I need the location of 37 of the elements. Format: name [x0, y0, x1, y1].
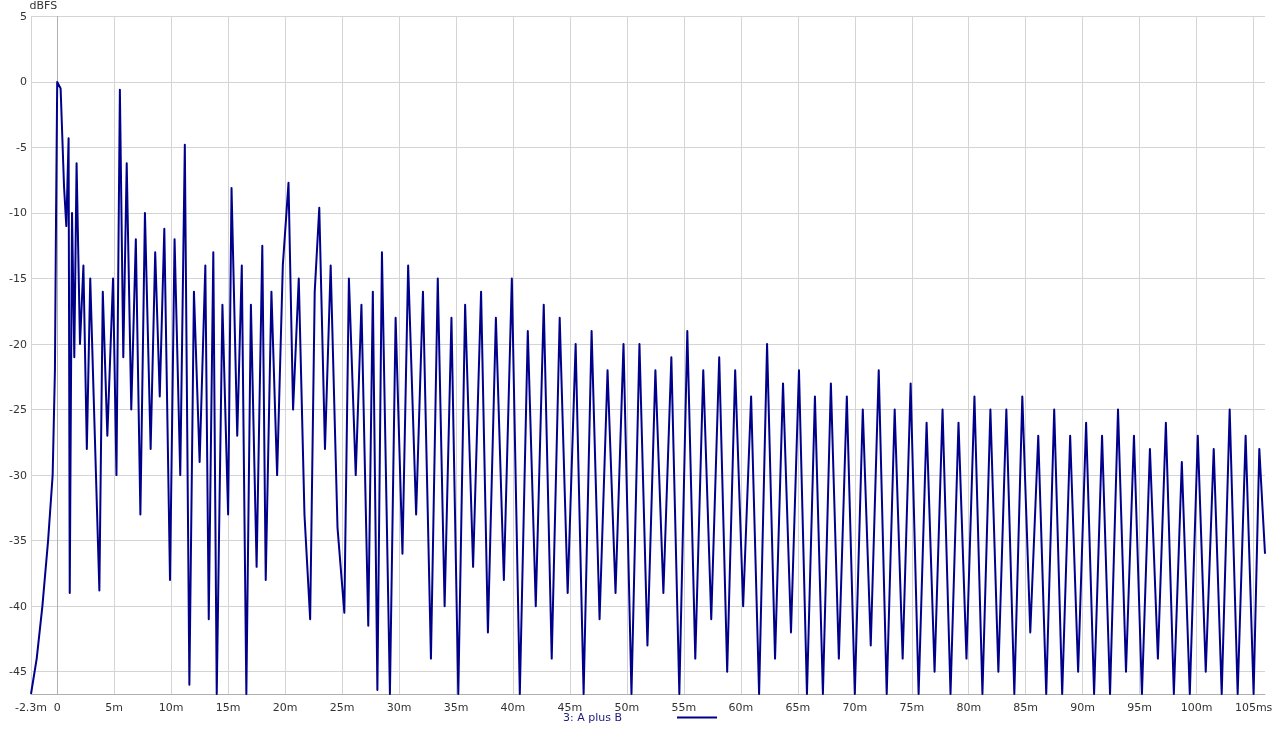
x-tick-label: -2.3m [14, 701, 48, 714]
x-tick-label: 10m [158, 701, 184, 714]
y-tick-label: 0 [20, 75, 27, 89]
y-tick-label: -45 [9, 665, 27, 679]
x-tick-label: 50m [614, 701, 640, 714]
x-tick-label: 75m [899, 701, 925, 714]
x-tick-label: 95m [1127, 701, 1153, 714]
x-tick-label: 45m [557, 701, 583, 714]
x-tick-label: 65m [785, 701, 811, 714]
x-tick-label: 25m [329, 701, 355, 714]
y-tick-label: -5 [16, 140, 27, 154]
line-series [30, 80, 1266, 695]
x-tick-label: 80m [956, 701, 982, 714]
y-tick-label: 5 [20, 9, 27, 23]
x-tick-label: 70m [842, 701, 868, 714]
x-tick-label: 90m [1070, 701, 1096, 714]
series-label: 3: A plus B [562, 711, 622, 724]
x-tick-label: 85m [1013, 701, 1039, 714]
y-tick-label: -10 [9, 206, 27, 220]
x-tick-label: 100m [1180, 701, 1213, 714]
x-tick-label: 105ms [1234, 701, 1273, 714]
x-tick-label: 35m [443, 701, 469, 714]
y-tick-label: -15 [9, 272, 27, 286]
x-tick-label: 60m [728, 701, 754, 714]
y-tick-label: -20 [9, 337, 27, 351]
x-tick-label: 15m [215, 701, 241, 714]
x-tick-label: 30m [386, 701, 412, 714]
y-axis-title: dBFS [29, 0, 58, 12]
y-tick-label: -30 [9, 468, 27, 482]
y-tick-label: -40 [9, 599, 27, 613]
x-tick-label: 55m [671, 701, 697, 714]
x-tick-label: 20m [272, 701, 298, 714]
y-tick-label: -25 [9, 403, 27, 417]
x-tick-label: 0 [53, 701, 61, 714]
x-tick-label: 40m [500, 701, 526, 714]
y-tick-label: -35 [9, 534, 27, 548]
x-tick-label: 5m [105, 701, 124, 714]
